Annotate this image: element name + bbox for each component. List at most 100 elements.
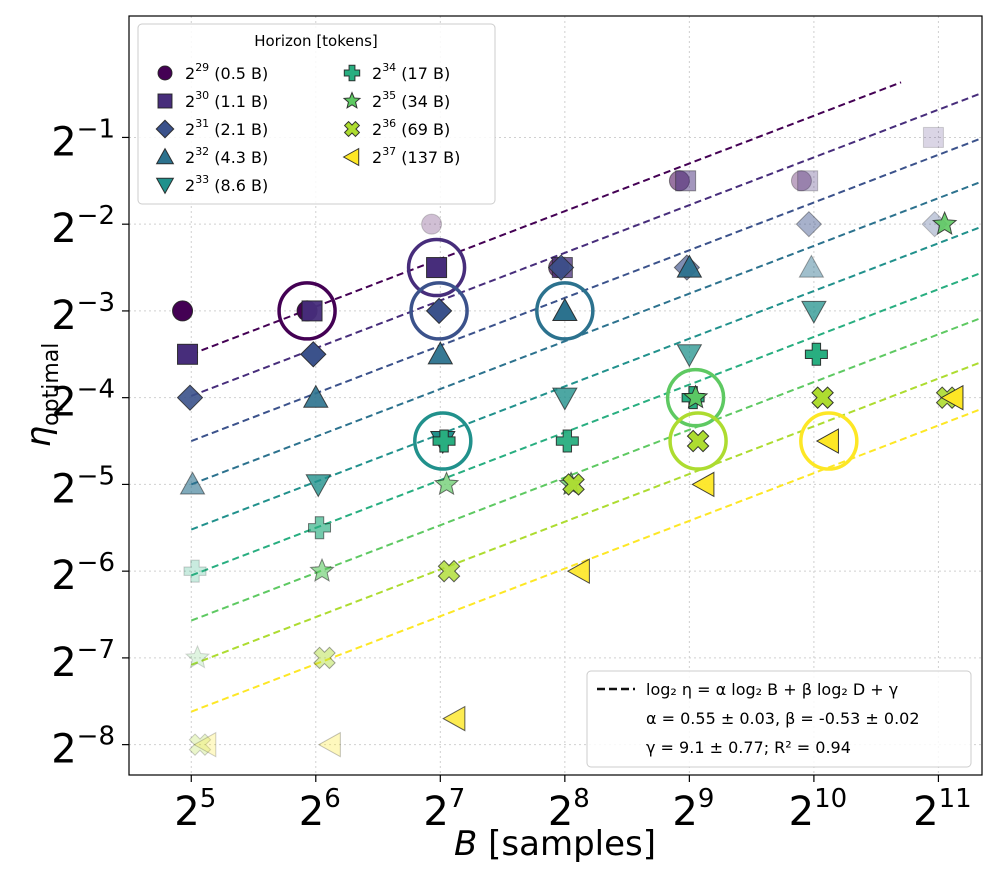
x-tick-label: 210 [789, 784, 848, 835]
data-points [172, 126, 964, 758]
point-2e36 [188, 733, 212, 756]
point-2e37 [940, 384, 964, 411]
y-tick-label: 2−4 [51, 375, 115, 426]
fit-line-2e36 [190, 360, 983, 666]
legend-label-2e29: 229 (0.5 B) [185, 61, 268, 83]
point-2e32 [179, 471, 206, 495]
fit-line-2e33 [190, 225, 983, 531]
fit-legend-params: α = 0.55 ± 0.03, β = -0.53 ± 0.02 [646, 709, 920, 728]
point-2e31 [547, 254, 575, 281]
legend-label-2e37: 237 (137 B) [372, 145, 460, 167]
y-axis-label: ηoptimal [19, 343, 64, 448]
point-2e35 [184, 644, 211, 669]
legend-label-2e30: 230 (1.1 B) [185, 89, 268, 111]
legend-box [137, 23, 496, 205]
optimal-ring-2e37 [799, 411, 859, 471]
legend-marker-2e36 [343, 120, 361, 138]
legend-label-2e33: 233 (8.6 B) [185, 173, 268, 195]
optimal-ring-2e35 [665, 367, 726, 428]
point-2e31 [300, 341, 327, 368]
legend-label-2e35: 235 (34 B) [372, 89, 450, 111]
x-tick-label: 29 [672, 784, 714, 835]
axis-ticks: 25 26 27 28 29 210 211 2−1 2−2 2−3 2−4 2−5 2−6 2−7 2−8 [51, 114, 971, 835]
legend-marker-2e33 [155, 177, 175, 195]
legend-marker-2e34 [343, 64, 361, 82]
point-2e30 [675, 170, 697, 192]
legend-marker-2e32 [155, 147, 175, 165]
point-2e37 [691, 471, 715, 498]
legend-title: Horizon [tokens] [254, 32, 378, 50]
point-2e37 [193, 731, 217, 758]
point-2e37 [442, 705, 466, 732]
optimal-ring-2e29 [277, 281, 337, 341]
legend-marker-2e31 [155, 119, 175, 139]
point-2e36 [811, 386, 834, 409]
legend-label-2e36: 236 (69 B) [372, 117, 450, 139]
point-2e30 [922, 126, 944, 148]
fit-legend-box [586, 670, 972, 768]
point-2e32 [676, 254, 703, 278]
horizon-legend: Horizon [tokens] 229 (0.5 B) 230 (1.1 B) 2… [137, 23, 496, 205]
x-tick-label: 211 [913, 784, 972, 835]
y-tick-label: 2−6 [51, 548, 115, 599]
point-2e29 [172, 300, 194, 322]
legend-marker-2e35 [342, 91, 362, 109]
point-2e31 [795, 210, 823, 238]
point-2e36 [313, 646, 336, 670]
x-tick-label: 25 [174, 784, 216, 835]
optimal-highlights [277, 237, 859, 471]
optimal-ring-2e31 [409, 281, 469, 341]
point-2e30 [797, 170, 819, 192]
point-2e33 [305, 474, 332, 498]
point-2e31 [176, 384, 204, 411]
point-2e32 [551, 297, 578, 322]
point-2e33 [551, 387, 578, 411]
point-2e35 [433, 471, 460, 496]
optimal-ring-2e32 [535, 281, 595, 341]
y-tick-label: 2−5 [51, 461, 115, 512]
legend-marker-2e30 [157, 93, 173, 109]
fit-legend-gamma: γ = 9.1 ± 0.77; R² = 0.94 [646, 738, 851, 757]
point-2e29 [790, 170, 812, 192]
point-2e34 [308, 516, 332, 540]
x-tick-label: 28 [548, 784, 590, 835]
point-2e29 [421, 213, 443, 235]
point-2e33 [801, 300, 827, 324]
fit-line-2e31 [190, 137, 983, 442]
x-axis-label: B [samples] [454, 824, 656, 864]
point-2e32 [427, 341, 454, 365]
y-tick-label: 2−3 [51, 288, 115, 339]
plot-frame [128, 15, 983, 776]
point-2e37 [566, 558, 590, 585]
point-2e33 [676, 344, 703, 368]
x-tick-label: 27 [423, 784, 465, 835]
fit-line-2e34 [190, 271, 983, 577]
y-tick-label: 2−2 [51, 201, 115, 252]
point-2e36 [562, 473, 585, 496]
y-tick-label: 2−8 [51, 722, 115, 773]
fit-legend: log₂ η = α log₂ B + β log₂ D + γ α = 0.5… [586, 670, 972, 768]
x-tick-label: 26 [299, 784, 341, 835]
y-tick-label: 2−7 [51, 635, 115, 686]
point-2e31 [425, 297, 453, 325]
legend-marker-2e29 [157, 65, 173, 81]
point-2e36 [686, 429, 710, 453]
legend-marker-2e37 [342, 147, 360, 167]
optimal-ring-2e30 [406, 237, 467, 298]
legend-label-2e32: 232 (4.3 B) [185, 145, 268, 167]
point-2e32 [302, 384, 329, 408]
fit-line-2e32 [190, 180, 983, 486]
point-2e34 [432, 429, 456, 453]
point-2e35 [309, 557, 335, 582]
point-2e36 [437, 559, 461, 583]
point-2e30 [177, 343, 199, 365]
fit-legend-formula: log₂ η = α log₂ B + β log₂ D + γ [646, 680, 898, 699]
fit-line-2e30 [190, 92, 983, 397]
point-2e32 [798, 254, 825, 278]
point-2e35 [682, 384, 709, 409]
fit-line-2e35 [190, 316, 983, 622]
optimal-ring-2e33 [413, 411, 473, 471]
point-2e37 [317, 731, 341, 758]
point-2e37 [815, 428, 839, 454]
